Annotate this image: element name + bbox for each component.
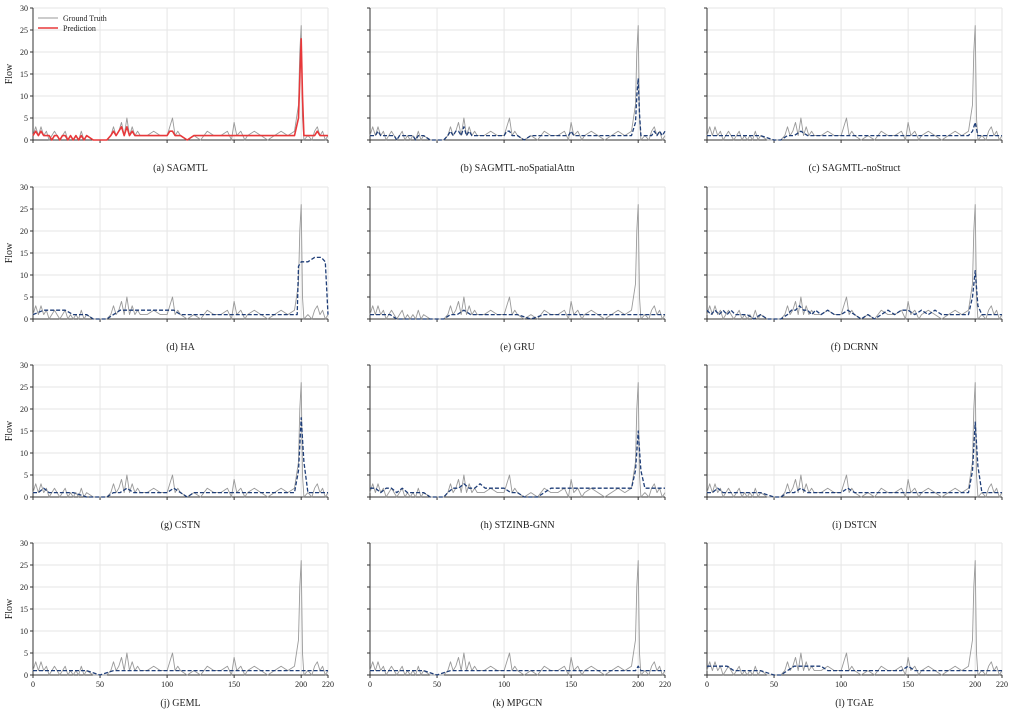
ground-truth-line [33,205,328,319]
y-tick-label: 5 [24,471,28,480]
y-tick-label: 25 [20,561,28,570]
y-tick-label: 0 [24,136,28,145]
legend-prediction-label: Prediction [63,24,96,33]
y-tick-label: 10 [20,449,28,458]
y-tick-label: 20 [20,405,28,414]
prediction-line [370,431,665,497]
x-tick-label: 100 [835,680,847,689]
y-tick-label: 5 [24,114,28,123]
y-tick-label: 15 [20,605,28,614]
prediction-line [33,418,328,497]
y-tick-label: 25 [20,383,28,392]
x-tick-label: 220 [996,680,1008,689]
x-tick-label: 150 [565,680,577,689]
prediction-line [33,39,328,140]
y-tick-label: 5 [24,293,28,302]
panel-b: (b) SAGMTL-noSpatialAttn [367,8,665,174]
panel-j: 0 50 100 150 200 220 0 5 10 15 20 25 30 Flow (j) GEML [4,539,334,709]
x-tick-label: 50 [433,680,441,689]
ground-truth-line [707,205,1002,319]
y-tick-label: 10 [20,92,28,101]
x-tick-label: 200 [295,680,307,689]
y-tick-label: 30 [20,361,28,370]
x-tick-label: 200 [632,680,644,689]
panel-caption: (e) GRU [500,342,535,353]
prediction-line [370,78,665,140]
panel-l: 0 50 100 150 200 220 (l) TGAE [704,543,1008,709]
ground-truth-line [370,26,665,140]
y-tick-label: 30 [20,4,28,13]
panel-i: (i) DSTCN [704,365,1002,531]
panel-c: (c) SAGMTL-noStruct [704,8,1002,174]
ground-truth-line [707,383,1002,497]
x-tick-label: 0 [31,680,35,689]
panel-e: (e) GRU [367,187,665,353]
panel-caption: (j) GEML [160,698,200,709]
ground-truth-line [370,383,665,497]
ground-truth-line [33,26,328,140]
panel-caption: (k) MPGCN [493,698,543,709]
y-tick-label: 20 [20,48,28,57]
x-tick-label: 0 [705,680,709,689]
x-tick-label: 100 [161,680,173,689]
y-tick-label: 20 [20,227,28,236]
panel-g: 0 5 10 15 20 25 30 Flow (g) CSTN [4,361,328,531]
y-axis-label: Flow [4,420,15,441]
panel-f: (f) DCRNN [704,187,1002,353]
panel-caption: (g) CSTN [161,520,201,531]
panel-d: 0 5 10 15 20 25 30 Flow (d) HA [4,183,328,353]
y-axis-label: Flow [4,242,15,263]
x-tick-label: 100 [498,680,510,689]
x-tick-label: 50 [96,680,104,689]
panel-caption: (d) HA [166,342,195,353]
y-tick-label: 0 [24,315,28,324]
panel-caption: (a) SAGMTL [153,163,208,174]
panel-caption: (h) STZINB-GNN [480,520,554,531]
ground-truth-line [33,561,328,675]
y-tick-label: 0 [24,493,28,502]
y-tick-label: 25 [20,205,28,214]
y-axis-label: Flow [4,598,15,619]
y-tick-label: 5 [24,649,28,658]
ground-truth-line [370,205,665,319]
panel-h: (h) STZINB-GNN [367,365,665,531]
panel-caption: (f) DCRNN [831,342,879,353]
y-tick-label: 25 [20,26,28,35]
x-tick-label: 200 [969,680,981,689]
y-tick-label: 20 [20,583,28,592]
panel-caption: (c) SAGMTL-noStruct [809,163,901,174]
legend-ground-truth-label: Ground Truth [63,14,107,23]
prediction-line [33,257,328,319]
panel-k: 0 50 100 150 200 220 (k) MPGCN [367,543,671,709]
x-tick-label: 50 [770,680,778,689]
panel-caption: (b) SAGMTL-noSpatialAttn [460,163,574,174]
y-tick-label: 15 [20,427,28,436]
x-tick-label: 220 [322,680,334,689]
x-tick-label: 150 [902,680,914,689]
x-tick-label: 0 [368,680,372,689]
y-tick-label: 30 [20,183,28,192]
y-axis-label: Flow [4,63,15,84]
prediction-line [707,422,1002,497]
x-tick-label: 220 [659,680,671,689]
panel-caption: (l) TGAE [835,698,873,709]
y-tick-label: 15 [20,70,28,79]
y-tick-label: 10 [20,627,28,636]
ground-truth-line [33,383,328,497]
y-tick-label: 10 [20,271,28,280]
ground-truth-line [370,561,665,675]
y-tick-label: 15 [20,249,28,258]
ground-truth-line [707,561,1002,675]
x-tick-label: 150 [228,680,240,689]
ground-truth-line [707,26,1002,140]
panel-caption: (i) DSTCN [832,520,877,531]
y-tick-label: 30 [20,539,28,548]
y-tick-label: 0 [24,671,28,680]
